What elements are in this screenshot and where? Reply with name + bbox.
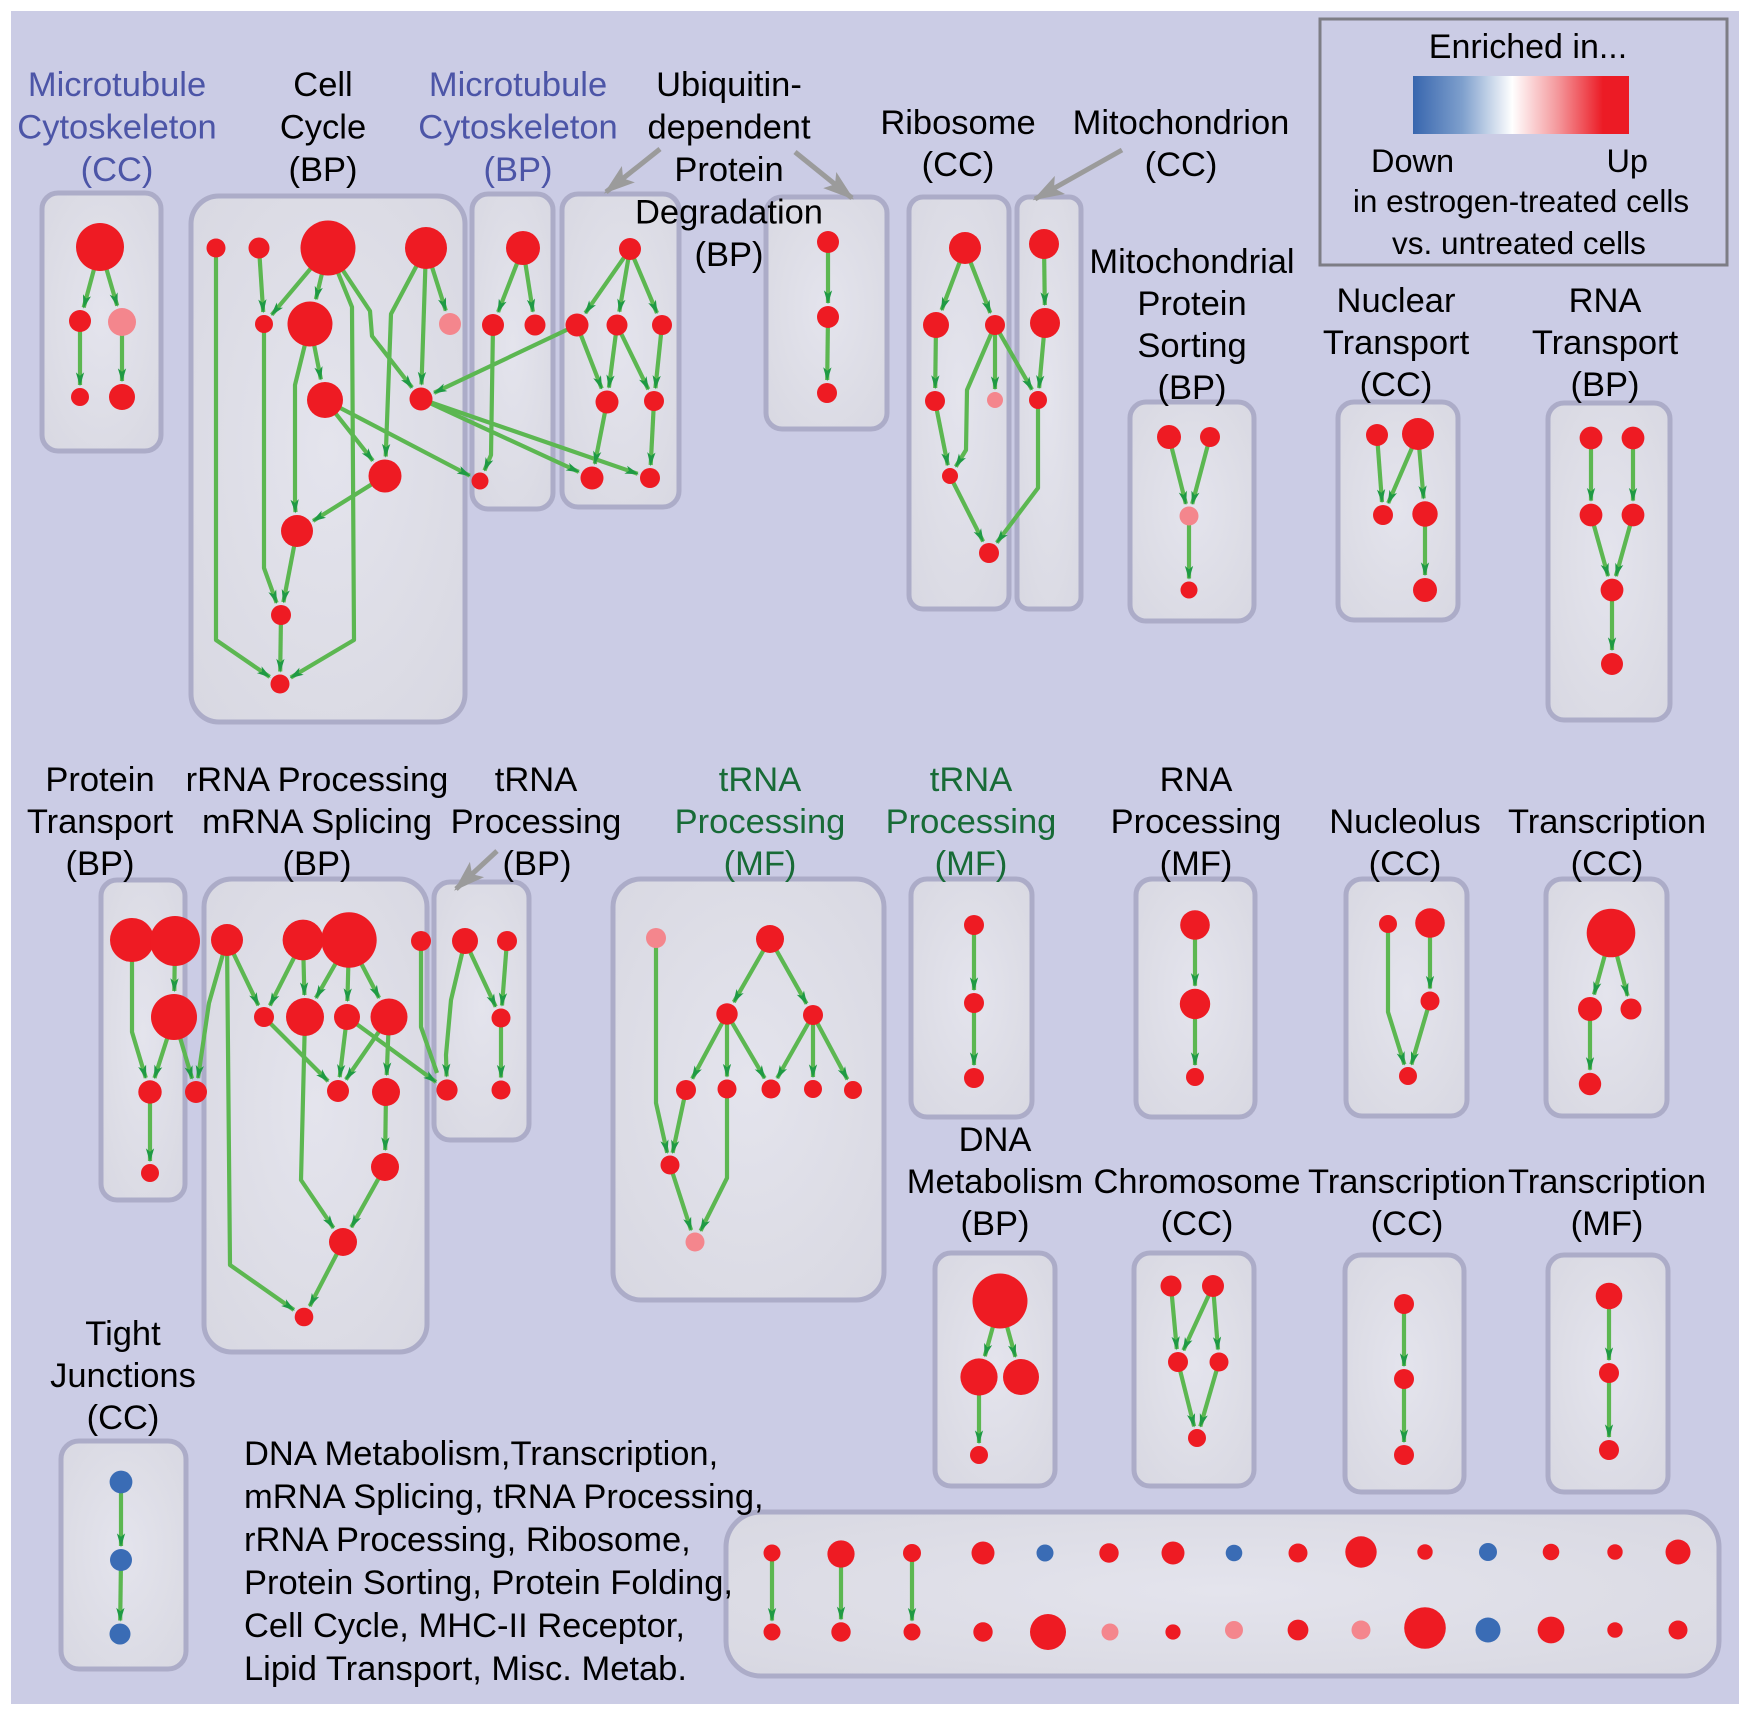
svg-text:(MF): (MF) (1160, 845, 1233, 883)
svg-text:Cycle: Cycle (280, 109, 366, 147)
svg-text:Processing: Processing (675, 803, 846, 841)
svg-text:rRNA Processing: rRNA Processing (186, 761, 449, 799)
svg-text:(BP): (BP) (1158, 369, 1227, 407)
svg-text:mRNA Splicing: mRNA Splicing (202, 803, 432, 841)
svg-text:(CC): (CC) (81, 151, 154, 189)
svg-text:(CC): (CC) (1360, 366, 1433, 404)
svg-text:Metabolism: Metabolism (907, 1163, 1083, 1201)
svg-text:(MF): (MF) (935, 845, 1008, 883)
svg-text:(CC): (CC) (922, 146, 995, 184)
svg-text:DNA: DNA (959, 1121, 1032, 1159)
svg-text:Down: Down (1371, 143, 1454, 179)
svg-text:Processing: Processing (451, 803, 622, 841)
svg-text:Ribosome: Ribosome (880, 104, 1035, 142)
svg-text:Up: Up (1606, 143, 1648, 179)
svg-text:Cytoskeleton: Cytoskeleton (418, 109, 617, 147)
svg-text:Enriched in...: Enriched in... (1429, 28, 1627, 66)
svg-text:Protein: Protein (1137, 285, 1246, 323)
svg-text:Ubiquitin-: Ubiquitin- (656, 66, 802, 104)
svg-text:tRNA: tRNA (495, 761, 577, 799)
svg-text:Mitochondrial: Mitochondrial (1089, 243, 1294, 281)
svg-text:(CC): (CC) (87, 1399, 160, 1437)
svg-text:Protein: Protein (674, 151, 783, 189)
svg-text:(CC): (CC) (1571, 845, 1644, 883)
svg-text:(BP): (BP) (283, 845, 352, 883)
svg-text:Microtubule: Microtubule (429, 66, 607, 104)
svg-text:(CC): (CC) (1371, 1205, 1444, 1243)
svg-text:in estrogen-treated cells: in estrogen-treated cells (1353, 183, 1689, 219)
svg-text:(BP): (BP) (289, 151, 358, 189)
svg-text:(CC): (CC) (1145, 146, 1218, 184)
svg-text:Microtubule: Microtubule (28, 66, 206, 104)
svg-text:DNA Metabolism,Transcription,: DNA Metabolism,Transcription, (244, 1435, 718, 1473)
svg-text:(BP): (BP) (66, 845, 135, 883)
svg-text:Cell Cycle, MHC-II Receptor,: Cell Cycle, MHC-II Receptor, (244, 1607, 685, 1645)
svg-text:(BP): (BP) (695, 236, 764, 274)
svg-text:Transport: Transport (1323, 324, 1470, 362)
svg-text:Lipid Transport, Misc. Metab.: Lipid Transport, Misc. Metab. (244, 1650, 687, 1688)
svg-text:Processing: Processing (886, 803, 1057, 841)
svg-text:Chromosome: Chromosome (1093, 1163, 1300, 1201)
svg-text:RNA: RNA (1569, 282, 1642, 320)
svg-text:Cell: Cell (293, 66, 352, 104)
svg-text:(MF): (MF) (724, 845, 797, 883)
svg-text:dependent: dependent (647, 109, 810, 147)
svg-text:Transcription: Transcription (1308, 1163, 1506, 1201)
svg-text:mRNA Splicing, tRNA Processing: mRNA Splicing, tRNA Processing, (244, 1478, 764, 1516)
svg-text:(BP): (BP) (503, 845, 572, 883)
svg-text:Protein: Protein (45, 761, 154, 799)
svg-text:(BP): (BP) (961, 1205, 1030, 1243)
svg-text:(BP): (BP) (1571, 366, 1640, 404)
svg-text:Nuclear: Nuclear (1337, 282, 1456, 320)
svg-text:tRNA: tRNA (930, 761, 1012, 799)
svg-text:Cytoskeleton: Cytoskeleton (17, 109, 216, 147)
svg-text:Transcription: Transcription (1508, 803, 1706, 841)
svg-text:Transport: Transport (27, 803, 174, 841)
svg-text:Mitochondrion: Mitochondrion (1073, 104, 1290, 142)
svg-text:Protein Sorting, Protein Foldi: Protein Sorting, Protein Folding, (244, 1564, 733, 1602)
svg-text:tRNA: tRNA (719, 761, 801, 799)
svg-text:(CC): (CC) (1369, 845, 1442, 883)
svg-text:rRNA Processing, Ribosome,: rRNA Processing, Ribosome, (244, 1521, 691, 1559)
svg-text:Degradation: Degradation (635, 194, 823, 232)
svg-text:Sorting: Sorting (1137, 327, 1246, 365)
svg-text:Nucleolus: Nucleolus (1329, 803, 1481, 841)
svg-text:Tight: Tight (85, 1315, 161, 1353)
svg-text:(BP): (BP) (484, 151, 553, 189)
svg-text:(MF): (MF) (1571, 1205, 1644, 1243)
svg-text:(CC): (CC) (1161, 1205, 1234, 1243)
svg-text:vs. untreated cells: vs. untreated cells (1392, 225, 1646, 261)
svg-text:Junctions: Junctions (50, 1357, 196, 1395)
svg-text:Transport: Transport (1532, 324, 1679, 362)
svg-text:RNA: RNA (1160, 761, 1233, 799)
svg-text:Transcription: Transcription (1508, 1163, 1706, 1201)
svg-text:Processing: Processing (1111, 803, 1282, 841)
